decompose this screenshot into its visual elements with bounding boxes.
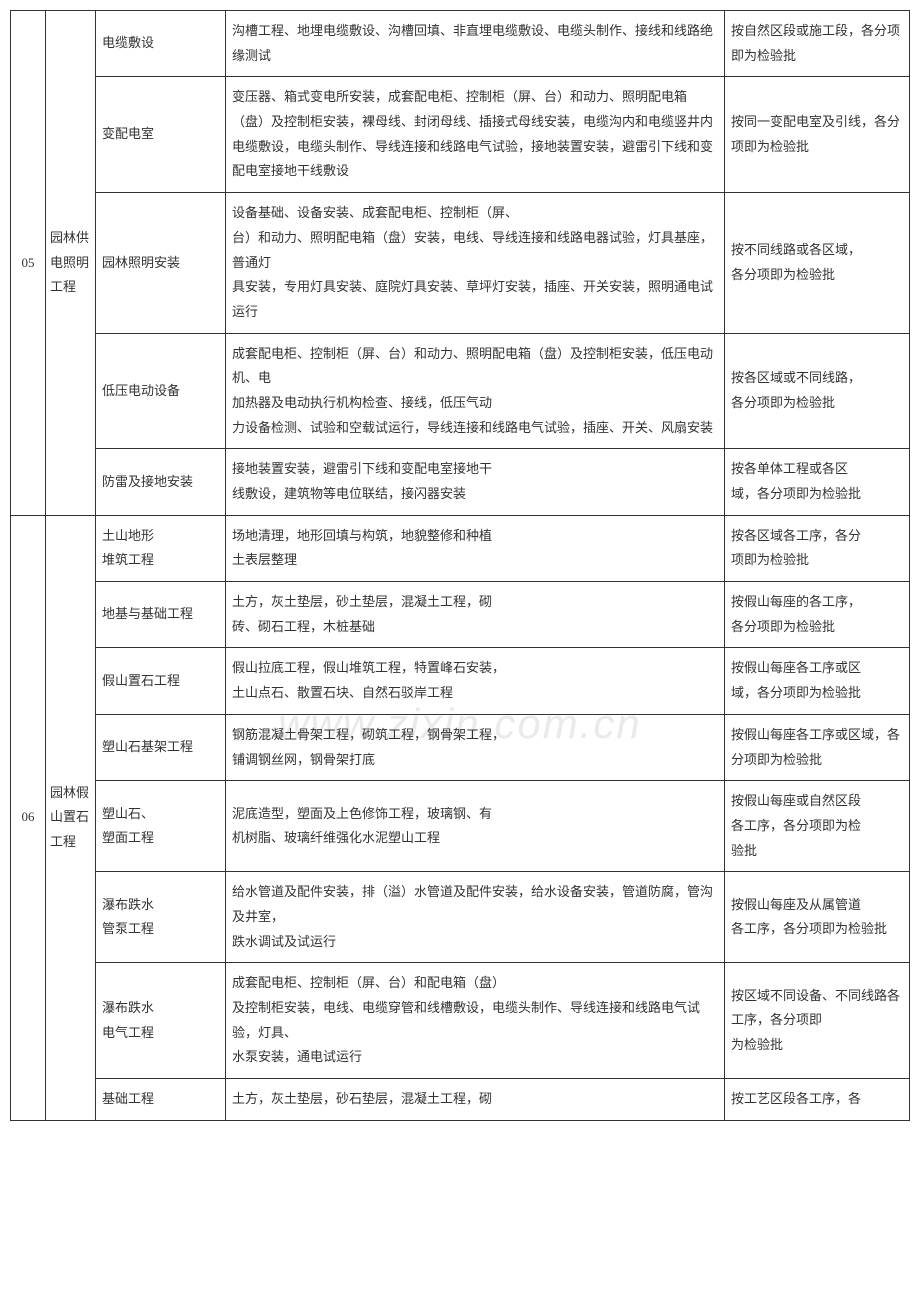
row-number: 06: [11, 515, 46, 1120]
note-cell: 按同一变配电室及引线，各分项即为检验批: [725, 77, 910, 193]
table-row: 塑山石基架工程钢筋混凝土骨架工程，砌筑工程，钢骨架工程， 铺调钢丝网，钢骨架打底…: [11, 714, 910, 780]
table-row: 地基与基础工程土方，灰土垫层，砂土垫层，混凝土工程，砌 砖、砌石工程，木桩基础按…: [11, 582, 910, 648]
note-cell: 按自然区段或施工段，各分项即为检验批: [725, 11, 910, 77]
note-cell: 按工艺区段各工序，各: [725, 1079, 910, 1121]
table-row: 假山置石工程假山拉底工程，假山堆筑工程，特置峰石安装， 土山点石、散置石块、自然…: [11, 648, 910, 714]
subcategory-cell: 瀑布跌水 电气工程: [96, 963, 226, 1079]
detail-cell: 成套配电柜、控制柜（屏、台）和动力、照明配电箱（盘）及控制柜安装，低压电动机、电…: [226, 333, 725, 449]
table-row: 防雷及接地安装接地装置安装，避雷引下线和变配电室接地干 线敷设，建筑物等电位联结…: [11, 449, 910, 515]
subcategory-cell: 防雷及接地安装: [96, 449, 226, 515]
table-row: 基础工程土方，灰土垫层，砂石垫层，混凝土工程，砌按工艺区段各工序，各: [11, 1079, 910, 1121]
detail-cell: 给水管道及配件安装，排（溢）水管道及配件安装，给水设备安装，管道防腐，管沟及井室…: [226, 872, 725, 963]
detail-cell: 土方，灰土垫层，砂石垫层，混凝土工程，砌: [226, 1079, 725, 1121]
detail-cell: 变压器、箱式变电所安装，成套配电柜、控制柜（屏、台）和动力、照明配电箱（盘）及控…: [226, 77, 725, 193]
subcategory-cell: 瀑布跌水 管泵工程: [96, 872, 226, 963]
subcategory-cell: 塑山石、 塑面工程: [96, 781, 226, 872]
subcategory-cell: 低压电动设备: [96, 333, 226, 449]
subcategory-cell: 假山置石工程: [96, 648, 226, 714]
note-cell: 按区域不同设备、不同线路各工序，各分项即 为检验批: [725, 963, 910, 1079]
category-cell: 园林假 山置石工程: [46, 515, 96, 1120]
detail-cell: 钢筋混凝土骨架工程，砌筑工程，钢骨架工程， 铺调钢丝网，钢骨架打底: [226, 714, 725, 780]
table-row: 06园林假 山置石工程土山地形 堆筑工程场地清理，地形回填与构筑，地貌整修和种植…: [11, 515, 910, 581]
detail-cell: 沟槽工程、地埋电缆敷设、沟槽回填、非直埋电缆敷设、电缆头制作、接线和线路绝缘测试: [226, 11, 725, 77]
detail-cell: 场地清理，地形回填与构筑，地貌整修和种植 土表层整理: [226, 515, 725, 581]
detail-cell: 设备基础、设备安装、成套配电柜、控制柜（屏、 台）和动力、照明配电箱（盘）安装，…: [226, 193, 725, 333]
subcategory-cell: 电缆敷设: [96, 11, 226, 77]
table-row: 园林照明安装设备基础、设备安装、成套配电柜、控制柜（屏、 台）和动力、照明配电箱…: [11, 193, 910, 333]
detail-cell: 泥底造型，塑面及上色修饰工程，玻璃钢、有 机树脂、玻璃纤维强化水泥塑山工程: [226, 781, 725, 872]
table-row: 瀑布跌水 电气工程成套配电柜、控制柜（屏、台）和配电箱（盘） 及控制柜安装，电线…: [11, 963, 910, 1079]
row-number: 05: [11, 11, 46, 516]
table-row: 低压电动设备成套配电柜、控制柜（屏、台）和动力、照明配电箱（盘）及控制柜安装，低…: [11, 333, 910, 449]
subcategory-cell: 基础工程: [96, 1079, 226, 1121]
table-row: 05园林供电照明工程电缆敷设沟槽工程、地埋电缆敷设、沟槽回填、非直埋电缆敷设、电…: [11, 11, 910, 77]
detail-cell: 土方，灰土垫层，砂土垫层，混凝土工程，砌 砖、砌石工程，木桩基础: [226, 582, 725, 648]
category-cell: 园林供电照明工程: [46, 11, 96, 516]
detail-cell: 假山拉底工程，假山堆筑工程，特置峰石安装， 土山点石、散置石块、自然石驳岸工程: [226, 648, 725, 714]
subcategory-cell: 地基与基础工程: [96, 582, 226, 648]
note-cell: 按假山每座的各工序， 各分项即为检验批: [725, 582, 910, 648]
subcategory-cell: 变配电室: [96, 77, 226, 193]
note-cell: 按各单体工程或各区 域，各分项即为检验批: [725, 449, 910, 515]
note-cell: 按假山每座各工序或区 域，各分项即为检验批: [725, 648, 910, 714]
note-cell: 按假山每座各工序或区域，各分项即为检验批: [725, 714, 910, 780]
note-cell: 按各区域或不同线路， 各分项即为检验批: [725, 333, 910, 449]
note-cell: 按假山每座及从属管道 各工序，各分项即为检验批: [725, 872, 910, 963]
subcategory-cell: 土山地形 堆筑工程: [96, 515, 226, 581]
note-cell: 按不同线路或各区域， 各分项即为检验批: [725, 193, 910, 333]
table-row: 变配电室变压器、箱式变电所安装，成套配电柜、控制柜（屏、台）和动力、照明配电箱（…: [11, 77, 910, 193]
subcategory-cell: 园林照明安装: [96, 193, 226, 333]
table-row: 塑山石、 塑面工程泥底造型，塑面及上色修饰工程，玻璃钢、有 机树脂、玻璃纤维强化…: [11, 781, 910, 872]
note-cell: 按各区域各工序，各分 项即为检验批: [725, 515, 910, 581]
detail-cell: 成套配电柜、控制柜（屏、台）和配电箱（盘） 及控制柜安装，电线、电缆穿管和线槽敷…: [226, 963, 725, 1079]
subcategory-cell: 塑山石基架工程: [96, 714, 226, 780]
table-row: 瀑布跌水 管泵工程给水管道及配件安装，排（溢）水管道及配件安装，给水设备安装，管…: [11, 872, 910, 963]
note-cell: 按假山每座或自然区段 各工序，各分项即为检 验批: [725, 781, 910, 872]
main-table: 05园林供电照明工程电缆敷设沟槽工程、地埋电缆敷设、沟槽回填、非直埋电缆敷设、电…: [10, 10, 910, 1121]
detail-cell: 接地装置安装，避雷引下线和变配电室接地干 线敷设，建筑物等电位联结，接闪器安装: [226, 449, 725, 515]
